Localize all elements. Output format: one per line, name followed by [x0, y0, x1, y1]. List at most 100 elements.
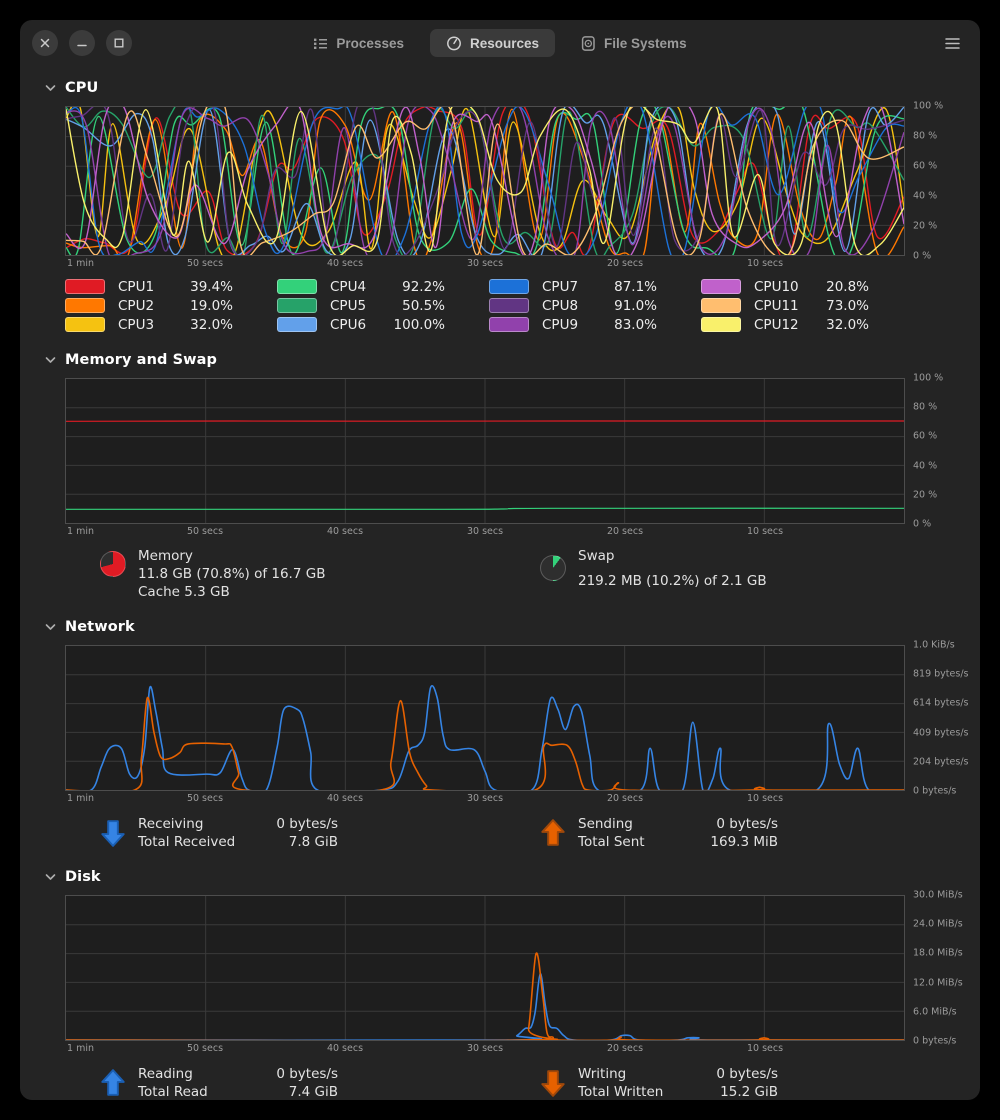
total-read-value: 7.4 GiB — [288, 1083, 338, 1100]
memory-chart-x-axis: 1 min 50 secs 40 secs 30 secs 20 secs 10 secs — [67, 526, 784, 537]
cpu-name: CPU1 — [118, 278, 155, 295]
tab-processes[interactable]: Processes — [297, 30, 420, 57]
network-chart-x-axis: 1 min 50 secs 40 secs 30 secs 20 secs 10 secs — [67, 793, 784, 804]
cpu-usage-value: 91.0% — [614, 297, 657, 314]
memory-label: Memory — [138, 548, 193, 564]
close-button[interactable] — [32, 30, 58, 56]
cpu-color-swatch — [277, 279, 317, 294]
cpu-usage-value: 50.5% — [402, 297, 445, 314]
cpu-legend-item: CPU7 87.1% — [489, 277, 701, 296]
network-chart: 1.0 KiB/s 819 bytes/s 614 bytes/s 409 bytes… — [65, 639, 980, 797]
cpu-color-swatch — [489, 279, 529, 294]
sending-stat-block: Sending 0 bytes/s Total Sent 169.3 MiB — [540, 816, 980, 851]
cpu-section-title: CPU — [65, 80, 99, 96]
cpu-color-swatch — [489, 317, 529, 332]
memory-stats: Memory 11.8 GB (70.8%) of 16.7 GB Cache … — [100, 547, 980, 601]
cpu-legend-item: CPU3 32.0% — [65, 315, 277, 334]
total-sent-value: 169.3 MiB — [710, 833, 778, 850]
cpu-usage-value: 19.0% — [190, 297, 233, 314]
maximize-icon — [114, 38, 124, 48]
minimize-icon — [77, 44, 87, 47]
cpu-color-swatch — [489, 298, 529, 313]
network-section-header[interactable]: Network — [45, 617, 980, 637]
tab-label: File Systems — [604, 35, 687, 51]
disk-section-header[interactable]: Disk — [45, 867, 980, 887]
cpu-name: CPU4 — [330, 278, 367, 295]
close-icon — [40, 38, 50, 48]
cpu-color-swatch — [277, 317, 317, 332]
cpu-legend-item: CPU5 50.5% — [277, 296, 489, 315]
chevron-down-icon — [45, 85, 56, 91]
cpu-name: CPU7 — [542, 278, 579, 295]
network-chart-y-axis: 1.0 KiB/s 819 bytes/s 614 bytes/s 409 bytes… — [913, 639, 969, 797]
cpu-name: CPU3 — [118, 316, 155, 333]
cpu-legend-item: CPU9 83.0% — [489, 315, 701, 334]
cpu-legend-item: CPU12 32.0% — [701, 315, 913, 334]
cpu-legend-item: CPU1 39.4% — [65, 277, 277, 296]
disk-chart-canvas — [65, 895, 905, 1041]
writing-label: Writing — [578, 1066, 627, 1082]
cpu-name: CPU5 — [330, 297, 367, 314]
network-stats: Receiving 0 bytes/s Total Received 7.8 G… — [100, 816, 980, 851]
hamburger-menu-icon — [945, 37, 960, 49]
memory-section-header[interactable]: Memory and Swap — [45, 350, 980, 370]
writing-down-arrow-icon — [541, 1070, 565, 1097]
memory-chart: 100 % 80 % 60 % 40 % 20 % 0 % — [65, 372, 980, 530]
cpu-name: CPU8 — [542, 297, 579, 314]
cpu-usage-value: 92.2% — [402, 278, 445, 295]
total-received-value: 7.8 GiB — [288, 833, 338, 850]
cpu-legend-item: CPU2 19.0% — [65, 296, 277, 315]
cpu-name: CPU12 — [754, 316, 799, 333]
cpu-usage-value: 87.1% — [614, 278, 657, 295]
cpu-usage-value: 83.0% — [614, 316, 657, 333]
cpu-color-swatch — [65, 279, 105, 294]
memory-usage: 11.8 GB (70.8%) of 16.7 GB — [138, 566, 326, 582]
cpu-usage-value: 32.0% — [826, 316, 869, 333]
cpu-usage-value: 39.4% — [190, 278, 233, 295]
cpu-name: CPU2 — [118, 297, 155, 314]
cpu-usage-value: 32.0% — [190, 316, 233, 333]
receiving-down-arrow-icon — [101, 820, 125, 847]
cpu-name: CPU9 — [542, 316, 579, 333]
resources-icon — [447, 36, 461, 51]
swap-stat-block: Swap 219.2 MB (10.2%) of 2.1 GB — [540, 547, 980, 601]
memory-pie-icon — [100, 551, 126, 577]
cpu-legend-item: CPU8 91.0% — [489, 296, 701, 315]
view-switcher: Processes Resources File Systems — [297, 29, 702, 57]
reading-up-arrow-icon — [101, 1069, 125, 1096]
memory-stat-block: Memory 11.8 GB (70.8%) of 16.7 GB Cache … — [100, 547, 540, 601]
total-received-label: Total Received — [138, 833, 236, 850]
receiving-stat-block: Receiving 0 bytes/s Total Received 7.8 G… — [100, 816, 540, 851]
tab-file-systems[interactable]: File Systems — [565, 30, 703, 57]
cpu-legend-item: CPU10 20.8% — [701, 277, 913, 296]
cpu-color-swatch — [65, 317, 105, 332]
disk-section-title: Disk — [65, 869, 101, 885]
cpu-usage-value: 100.0% — [393, 316, 445, 333]
memory-chart-y-axis: 100 % 80 % 60 % 40 % 20 % 0 % — [913, 372, 944, 530]
maximize-button[interactable] — [106, 30, 132, 56]
disk-chart-x-axis: 1 min 50 secs 40 secs 30 secs 20 secs 10 secs — [67, 1043, 784, 1054]
window-controls — [20, 30, 297, 56]
disk-chart-y-axis: 30.0 MiB/s 24.0 MiB/s 18.0 MiB/s 12.0 MiB/s… — [913, 889, 963, 1047]
tab-label: Processes — [336, 35, 404, 51]
file-systems-icon — [581, 35, 595, 51]
reading-label: Reading — [138, 1066, 193, 1082]
total-written-label: Total Written — [578, 1083, 664, 1100]
cpu-chart-canvas — [65, 106, 905, 256]
cpu-color-swatch — [701, 279, 741, 294]
swap-usage: 219.2 MB (10.2%) of 2.1 GB — [578, 573, 767, 589]
memory-section-title: Memory and Swap — [65, 352, 218, 368]
memory-chart-canvas — [65, 378, 905, 524]
cpu-section-header[interactable]: CPU — [45, 78, 980, 98]
cpu-legend-item: CPU11 73.0% — [701, 296, 913, 315]
reading-rate: 0 bytes/s — [276, 1066, 338, 1082]
tab-resources[interactable]: Resources — [429, 29, 556, 57]
cpu-usage-value: 20.8% — [826, 278, 869, 295]
receiving-label: Receiving — [138, 816, 204, 832]
main-menu-button[interactable] — [941, 33, 964, 54]
minimize-button[interactable] — [69, 30, 95, 56]
swap-pie-icon — [540, 555, 566, 581]
cpu-chart: 100 % 80 % 60 % 40 % 20 % 0 % — [65, 101, 980, 262]
cpu-name: CPU6 — [330, 316, 367, 333]
total-read-label: Total Read — [138, 1083, 208, 1100]
